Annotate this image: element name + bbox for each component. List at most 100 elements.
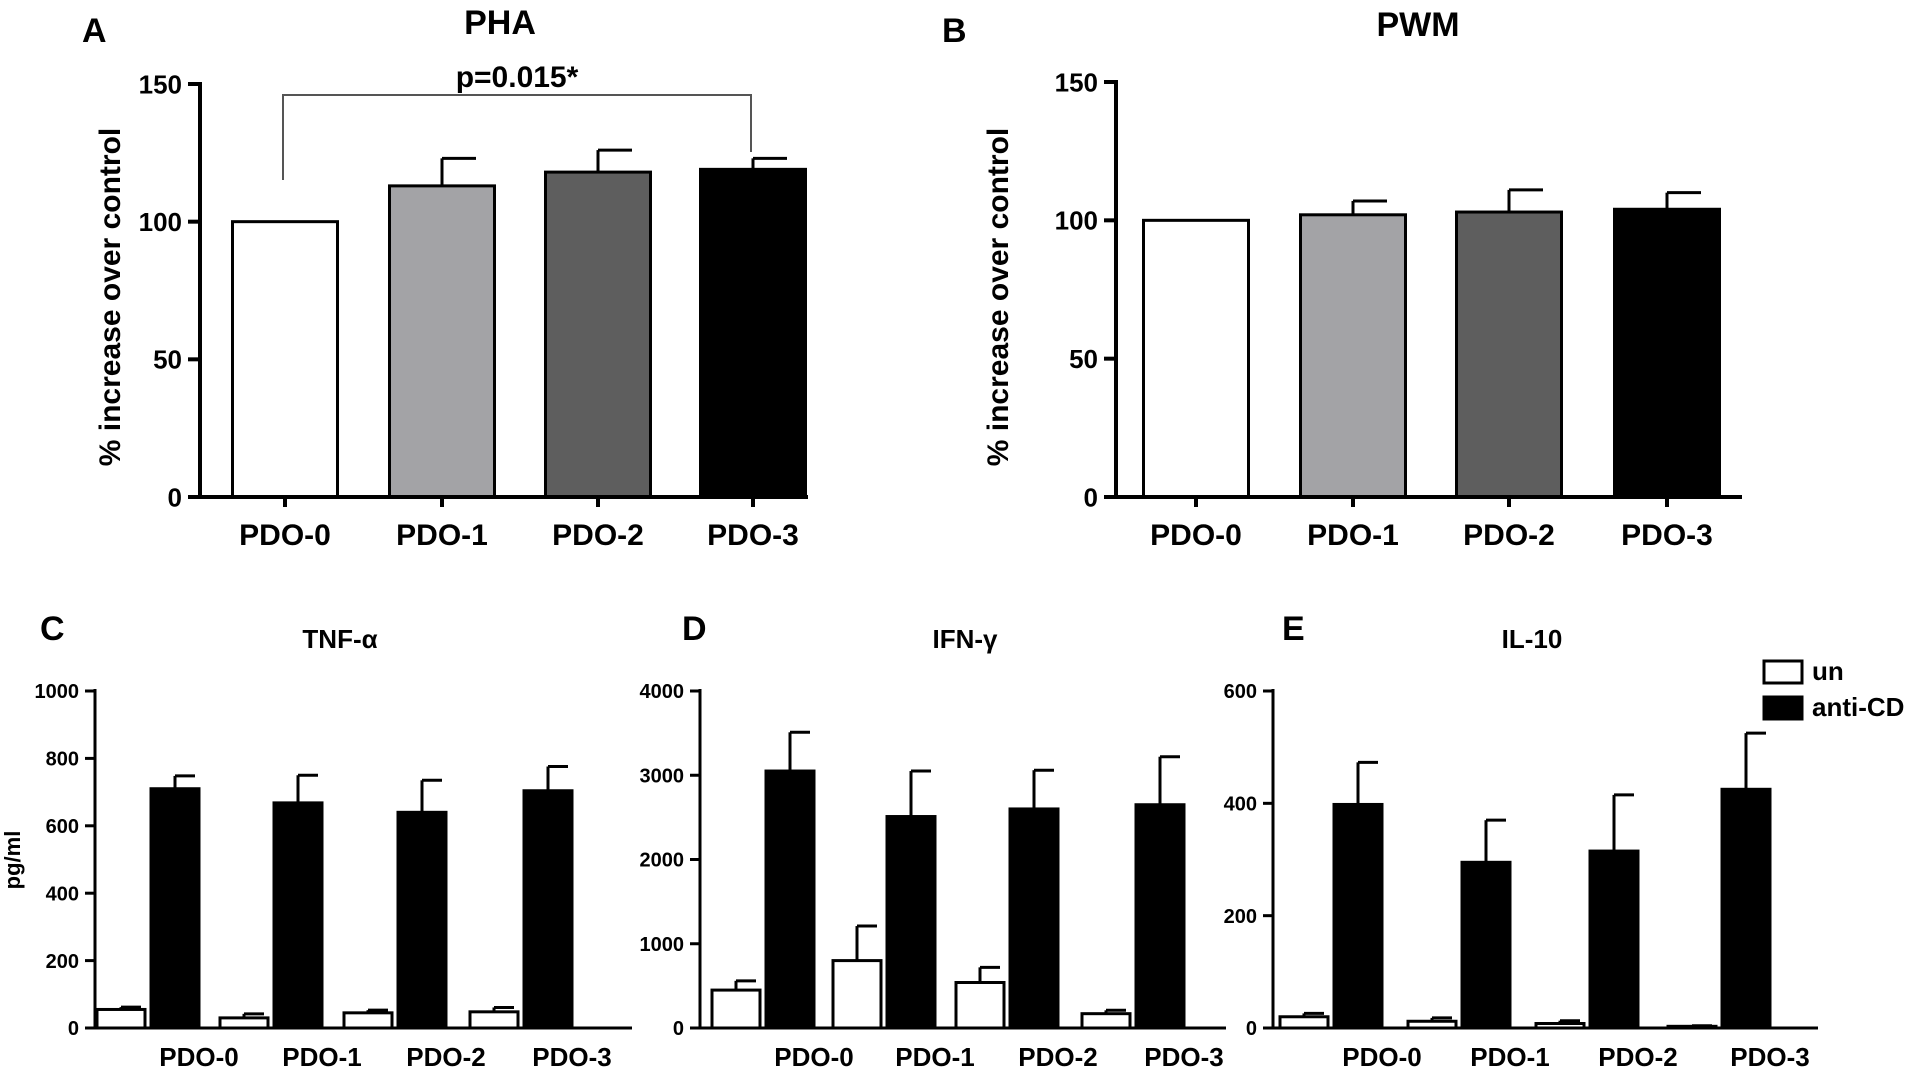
bars-e (1278, 731, 1772, 1030)
bar-b (1142, 218, 1250, 499)
y-tick-label-d: 3000 (640, 765, 685, 787)
bar-a (699, 167, 807, 499)
x-tick-label-b: PDO-0 (1150, 519, 1242, 552)
bars-d (710, 730, 1186, 1030)
y-tick-label-e: 200 (1224, 906, 1257, 928)
y-tick-label-c: 1000 (35, 681, 80, 703)
y-axis-label-b: % increase over control (982, 128, 1015, 466)
bar-a (544, 170, 652, 499)
y-tick-label-c: 400 (46, 883, 79, 905)
bar-anti-cd-d (1134, 803, 1186, 1030)
bar-un-c (468, 1010, 520, 1030)
y-tick-label-d: 2000 (640, 850, 685, 872)
y-axis-label-a: % increase over control (94, 128, 127, 466)
panel-title-e: IL-10 (1502, 624, 1563, 654)
panel-title-d: IFN-γ (933, 624, 999, 654)
y-ticks-b: 0 50 100 150 (1055, 67, 1116, 512)
bar-un-d (831, 959, 883, 1030)
x-tick-label-d: PDO-0 (774, 1042, 853, 1072)
y-tick-label-d: 1000 (640, 934, 685, 956)
bar-anti-cd-e (1720, 787, 1772, 1030)
bars-c (95, 764, 574, 1030)
y-tick-label-c: 200 (46, 951, 79, 973)
panel-title-c: TNF-α (302, 624, 377, 654)
x-tick-label-c: PDO-0 (159, 1042, 238, 1072)
x-tick-labels-c: PDO-0 PDO-1 PDO-2 PDO-3 (159, 1042, 611, 1072)
y-tick-label-c: 800 (46, 749, 79, 771)
x-tick-label-d: PDO-2 (1018, 1042, 1097, 1072)
x-tick-label-c: PDO-3 (532, 1042, 611, 1072)
bracket-line-a (282, 94, 752, 180)
x-tick-label-e: PDO-0 (1342, 1042, 1421, 1072)
bar-anti-cd-e (1332, 802, 1384, 1030)
x-tick-label-e: PDO-3 (1730, 1042, 1809, 1072)
panel-d: D IFN-γ 0 1000 2000 3000 4000 PDO-0 PDO-1 PDO-… (640, 610, 1226, 1072)
bar-anti-cd-d (1008, 807, 1060, 1030)
legend: un anti-CD (1762, 656, 1904, 722)
panel-label-b: B (942, 12, 967, 50)
panel-b: B PWM % increase over control 050100150 … (942, 6, 1742, 552)
x-tick-label-c: PDO-2 (406, 1042, 485, 1072)
bar-anti-cd-e (1588, 849, 1640, 1030)
x-tick-label-a: PDO-1 (396, 519, 488, 552)
y-tick-label-a: 100 (139, 207, 182, 237)
y-tick-label-c: 0 (68, 1018, 79, 1040)
bars-b (1142, 188, 1721, 499)
significance-bracket-a: p=0.015* (282, 61, 752, 180)
x-tick-label-a: PDO-2 (552, 519, 644, 552)
x-tick-label-a: PDO-3 (707, 519, 799, 552)
bar-anti-cd-d (885, 815, 937, 1030)
bar-anti-cd-c (149, 787, 201, 1030)
legend-swatch-anti-cd (1762, 695, 1804, 721)
y-ticks-a: 0 50 100 150 (139, 69, 200, 512)
panel-title-a: PHA (464, 4, 536, 42)
bar-un-e (1278, 1015, 1330, 1030)
y-tick-label-e: 0 (1246, 1018, 1257, 1040)
bar-anti-cd-d (764, 769, 816, 1030)
bar-b (1455, 210, 1563, 499)
bar-anti-cd-c (522, 789, 574, 1030)
y-tick-label-d: 0 (673, 1018, 684, 1040)
legend-label-anti-cd: anti-CD (1812, 692, 1904, 722)
bar-anti-cd-c (272, 801, 324, 1030)
y-axis-label-c: pg/ml (0, 831, 25, 890)
x-tick-label-a: PDO-0 (239, 519, 331, 552)
x-tick-label-e: PDO-2 (1598, 1042, 1677, 1072)
bar-un-d (710, 988, 762, 1030)
y-ticks-c: 0 200 400 600 800 1000 (35, 681, 95, 1040)
bar-b (1613, 207, 1721, 499)
y-tick-label-d: 4000 (640, 681, 685, 703)
bar-anti-cd-c (396, 810, 448, 1030)
bar-un-c (95, 1007, 147, 1030)
bars-a (231, 148, 807, 499)
y-ticks-d: 0 1000 2000 3000 4000 (640, 681, 700, 1040)
x-tick-labels-a: PDO-0 PDO-1 PDO-2 PDO-3 (239, 497, 799, 552)
bar-a (231, 220, 339, 499)
x-tick-label-b: PDO-1 (1307, 519, 1399, 552)
legend-label-un: un (1812, 656, 1844, 686)
bar-b (1299, 213, 1407, 499)
p-value-label-a: p=0.015* (456, 61, 579, 94)
x-tick-label-c: PDO-1 (282, 1042, 361, 1072)
y-tick-label-e: 600 (1224, 681, 1257, 703)
bar-a (388, 184, 496, 499)
bar-un-d (1080, 1012, 1132, 1030)
bar-un-c (218, 1016, 270, 1030)
y-tick-label-a: 150 (139, 69, 182, 99)
y-tick-label-b: 150 (1055, 67, 1098, 97)
x-tick-label-e: PDO-1 (1470, 1042, 1549, 1072)
bar-anti-cd-e (1460, 860, 1512, 1030)
panel-title-b: PWM (1376, 6, 1459, 44)
y-tick-label-b: 0 (1084, 482, 1098, 512)
panel-label-d: D (682, 610, 707, 648)
y-tick-label-b: 100 (1055, 206, 1098, 236)
y-tick-label-b: 50 (1069, 344, 1098, 374)
x-tick-label-d: PDO-1 (895, 1042, 974, 1072)
x-tick-label-b: PDO-2 (1463, 519, 1555, 552)
y-ticks-e: 0 200 400 600 (1224, 681, 1273, 1040)
panel-label-a: A (82, 12, 107, 50)
y-tick-label-a: 50 (153, 345, 182, 375)
